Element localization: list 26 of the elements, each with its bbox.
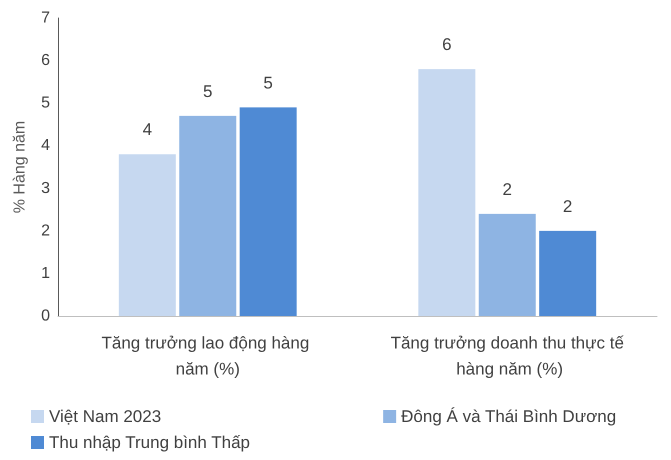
y-tick-label: 1 (41, 264, 50, 282)
data-label: 5 (203, 82, 212, 101)
bar (539, 230, 596, 316)
y-tick-label: 3 (41, 180, 50, 197)
y-tick-label: 6 (41, 52, 50, 70)
legend-label: Việt Nam 2023 (49, 407, 162, 426)
x-tick-label: Tăng trưởng doanh thu thực tế hàng năm (%) (390, 334, 624, 378)
legend-label: Thu nhập Trung bình Thấp (49, 433, 250, 452)
x-tick-label: Tăng trưởng lao động hàng năm (%) (101, 334, 314, 378)
bar (118, 154, 176, 316)
bar (478, 214, 536, 316)
data-label: 4 (142, 120, 152, 140)
y-tick-label: 2 (41, 222, 50, 240)
legend-label: Đông Á và Thái Bình Dương (401, 407, 616, 426)
bar (418, 69, 476, 316)
y-axis-title: % Hàng năm (12, 120, 28, 214)
data-label: 2 (562, 196, 572, 216)
y-tick-label: 4 (41, 137, 50, 154)
bar (240, 107, 297, 316)
y-tick-label: 7 (41, 10, 50, 26)
y-tick-label: 5 (41, 94, 50, 112)
bar (179, 116, 236, 316)
data-label: 5 (263, 73, 273, 92)
data-label: 2 (502, 180, 512, 199)
data-label: 6 (442, 35, 452, 54)
y-tick-label: 0 (41, 308, 50, 324)
